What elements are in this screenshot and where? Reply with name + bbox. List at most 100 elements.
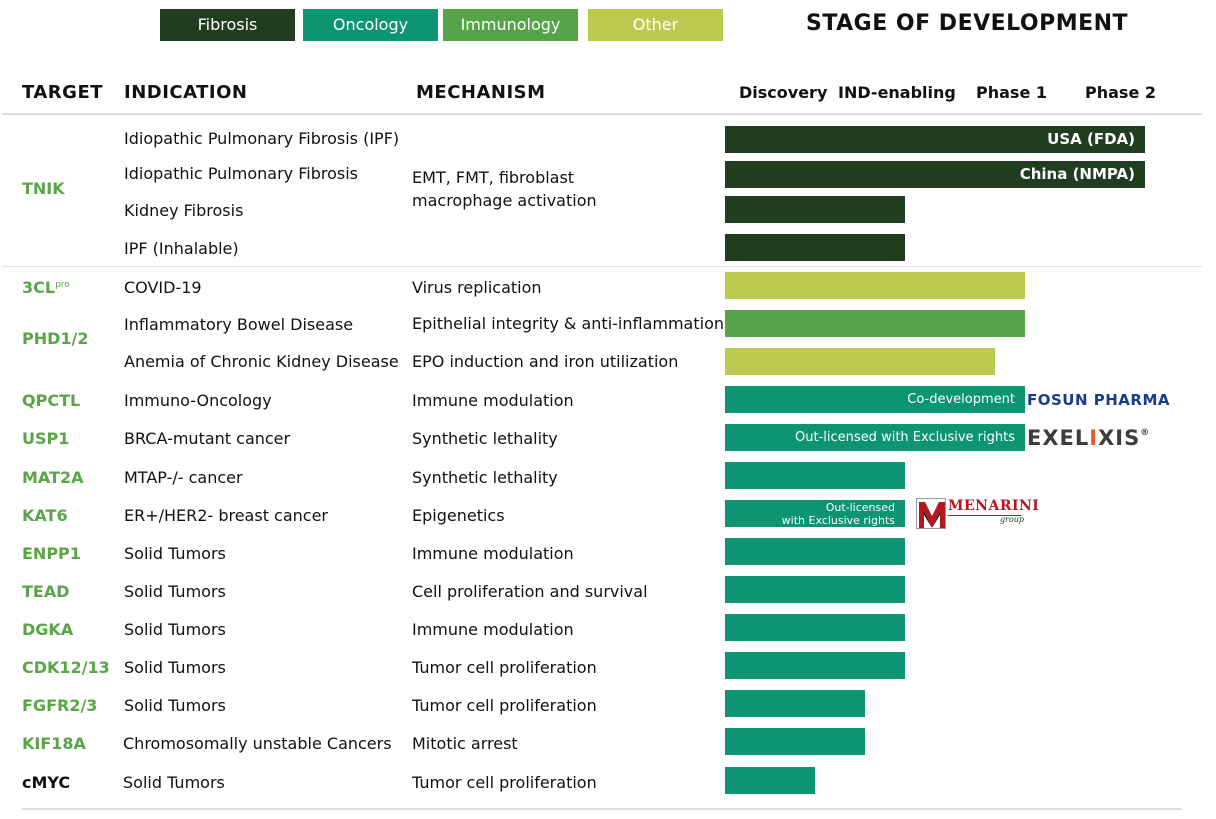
exelixis-registered-mark: ® <box>1140 428 1151 438</box>
mechanism-cmyc: Tumor cell proliferation <box>412 773 597 792</box>
indication-er-her2-breast: ER+/HER2- breast cancer <box>124 506 329 525</box>
mechanism-fgfr2-3: Tumor cell proliferation <box>412 696 597 715</box>
mechanism-cdk12-13: Tumor cell proliferation <box>412 658 597 677</box>
progress-bar-kat6: Out-licensed with Exclusive rights <box>725 500 905 527</box>
mechanism-epithelial-integrity: Epithelial integrity & anti-inflammation <box>412 314 724 333</box>
stage-of-development-title: STAGE OF DEVELOPMENT <box>806 11 1129 36</box>
indication-immuno-oncology: Immuno-Oncology <box>124 391 272 410</box>
mechanism-enpp1: Immune modulation <box>412 544 574 563</box>
mechanism-mat2a: Synthetic lethality <box>412 468 558 487</box>
mechanism-usp1: Synthetic lethality <box>412 429 558 448</box>
menarini-underline <box>948 515 1021 516</box>
column-header-mechanism: MECHANISM <box>416 82 546 103</box>
indication-fgfr2-3: Solid Tumors <box>124 696 226 715</box>
indication-covid-19: COVID-19 <box>124 278 202 297</box>
indication-ipf: Idiopathic Pulmonary Fibrosis (IPF) <box>124 129 400 148</box>
target-dgka: DGKA <box>22 620 74 639</box>
target-tnik: TNIK <box>22 179 65 198</box>
target-tead: TEAD <box>22 582 70 601</box>
target-cmyc: cMYC <box>22 773 71 792</box>
mechanism-epo-induction: EPO induction and iron utilization <box>412 352 679 371</box>
table-bottom-divider <box>22 808 1182 810</box>
exelixis-star: I <box>1089 426 1099 450</box>
indication-dgka: Solid Tumors <box>124 620 226 639</box>
bar-label-out-licensed-kat6: Out-licensed with Exclusive rights <box>782 501 895 527</box>
progress-bar-phd-anemia <box>725 348 995 375</box>
target-phd1-2: PHD1/2 <box>22 329 89 348</box>
target-3cl-base: 3CL <box>22 278 56 297</box>
indication-cmyc: Solid Tumors <box>123 773 225 792</box>
progress-bar-tnik-ipf-usa: USA (FDA) <box>725 126 1145 153</box>
target-qpctl: QPCTL <box>22 391 81 410</box>
exelixis-text-a: EXEL <box>1027 426 1090 450</box>
bar-label-co-development: Co-development <box>907 392 1015 407</box>
fibrosis-group-divider <box>2 266 1202 267</box>
progress-bar-kif18a <box>725 728 865 755</box>
menarini-group-text: group <box>1000 515 1025 524</box>
indication-cdk12-13: Solid Tumors <box>124 658 226 677</box>
bar-label-out-licensed-usp1: Out-licensed with Exclusive rights <box>795 430 1015 445</box>
legend-other: Other <box>588 9 723 41</box>
progress-bar-dgka <box>725 614 905 641</box>
fosun-pharma-logo: FOSUN PHARMA <box>1027 391 1170 409</box>
progress-bar-usp1: Out-licensed with Exclusive rights <box>725 424 1025 451</box>
exelixis-logo: EXELIXIS® <box>1027 426 1150 450</box>
menarini-wordmark: MENARINI <box>948 498 1040 514</box>
progress-bar-tnik-ipf-inhalable <box>725 234 905 261</box>
bar-label-kat6-line-1: Out-licensed <box>825 501 895 514</box>
progress-bar-fgfr2-3 <box>725 690 865 717</box>
target-kif18a: KIF18A <box>22 734 86 753</box>
target-enpp1: ENPP1 <box>22 544 81 563</box>
bar-label-usa-fda: USA (FDA) <box>1047 130 1135 148</box>
target-3cl-superscript: pro <box>55 280 70 290</box>
indication-anemia-ckd: Anemia of Chronic Kidney Disease <box>124 352 399 371</box>
indication-enpp1: Solid Tumors <box>124 544 226 563</box>
stage-header-discovery: Discovery <box>739 83 828 102</box>
stage-header-phase-1: Phase 1 <box>976 83 1047 102</box>
progress-bar-cmyc <box>725 767 815 794</box>
target-3clpro: 3CLpro <box>22 278 70 297</box>
mechanism-tead: Cell proliferation and survival <box>412 582 648 601</box>
indication-mtap-cancer: MTAP-/- cancer <box>124 468 243 487</box>
mechanism-virus-replication: Virus replication <box>412 278 542 297</box>
mechanism-qpctl: Immune modulation <box>412 391 574 410</box>
progress-bar-tead <box>725 576 905 603</box>
column-header-indication: INDICATION <box>124 82 248 103</box>
stage-header-phase-2: Phase 2 <box>1085 83 1156 102</box>
progress-bar-phd-ibd <box>725 310 1025 337</box>
header-divider <box>2 113 1202 115</box>
indication-tead: Solid Tumors <box>124 582 226 601</box>
indication-ipf-china: Idiopathic Pulmonary Fibrosis <box>124 164 358 183</box>
indication-ipf-inhalable: IPF (Inhalable) <box>124 239 239 258</box>
progress-bar-cdk12-13 <box>725 652 905 679</box>
legend-immunology: Immunology <box>443 9 578 41</box>
menarini-logo: MENARINI group <box>916 498 1039 530</box>
target-kat6: KAT6 <box>22 506 68 525</box>
progress-bar-enpp1 <box>725 538 905 565</box>
exelixis-text-b: XIS <box>1098 426 1141 450</box>
mechanism-tnik-line-2: macrophage activation <box>412 191 597 210</box>
mechanism-mitotic-arrest: Mitotic arrest <box>412 734 518 753</box>
mechanism-dgka: Immune modulation <box>412 620 574 639</box>
mechanism-kat6: Epigenetics <box>412 506 505 525</box>
menarini-m-mark-icon <box>916 498 946 529</box>
stage-header-ind-enabling: IND-enabling <box>838 83 956 102</box>
indication-kidney-fibrosis: Kidney Fibrosis <box>124 201 244 220</box>
target-fgfr2-3: FGFR2/3 <box>22 696 98 715</box>
target-cdk12-13: CDK12/13 <box>22 658 110 677</box>
column-header-target: TARGET <box>22 82 104 103</box>
bar-label-china-nmpa: China (NMPA) <box>1019 165 1135 183</box>
mechanism-tnik-line-1: EMT, FMT, fibroblast <box>412 168 575 187</box>
progress-bar-3clpro <box>725 272 1025 299</box>
bar-label-kat6-line-2: with Exclusive rights <box>781 514 895 527</box>
progress-bar-tnik-kidney-fibrosis <box>725 196 905 223</box>
indication-ibd: Inflammatory Bowel Disease <box>124 315 354 334</box>
target-mat2a: MAT2A <box>22 468 84 487</box>
progress-bar-tnik-ipf-china: China (NMPA) <box>725 161 1145 188</box>
legend-oncology: Oncology <box>303 9 438 41</box>
progress-bar-mat2a <box>725 462 905 489</box>
indication-brca-mutant: BRCA-mutant cancer <box>124 429 291 448</box>
target-usp1: USP1 <box>22 429 70 448</box>
legend-fibrosis: Fibrosis <box>160 9 295 41</box>
progress-bar-qpctl: Co-development <box>725 386 1025 413</box>
